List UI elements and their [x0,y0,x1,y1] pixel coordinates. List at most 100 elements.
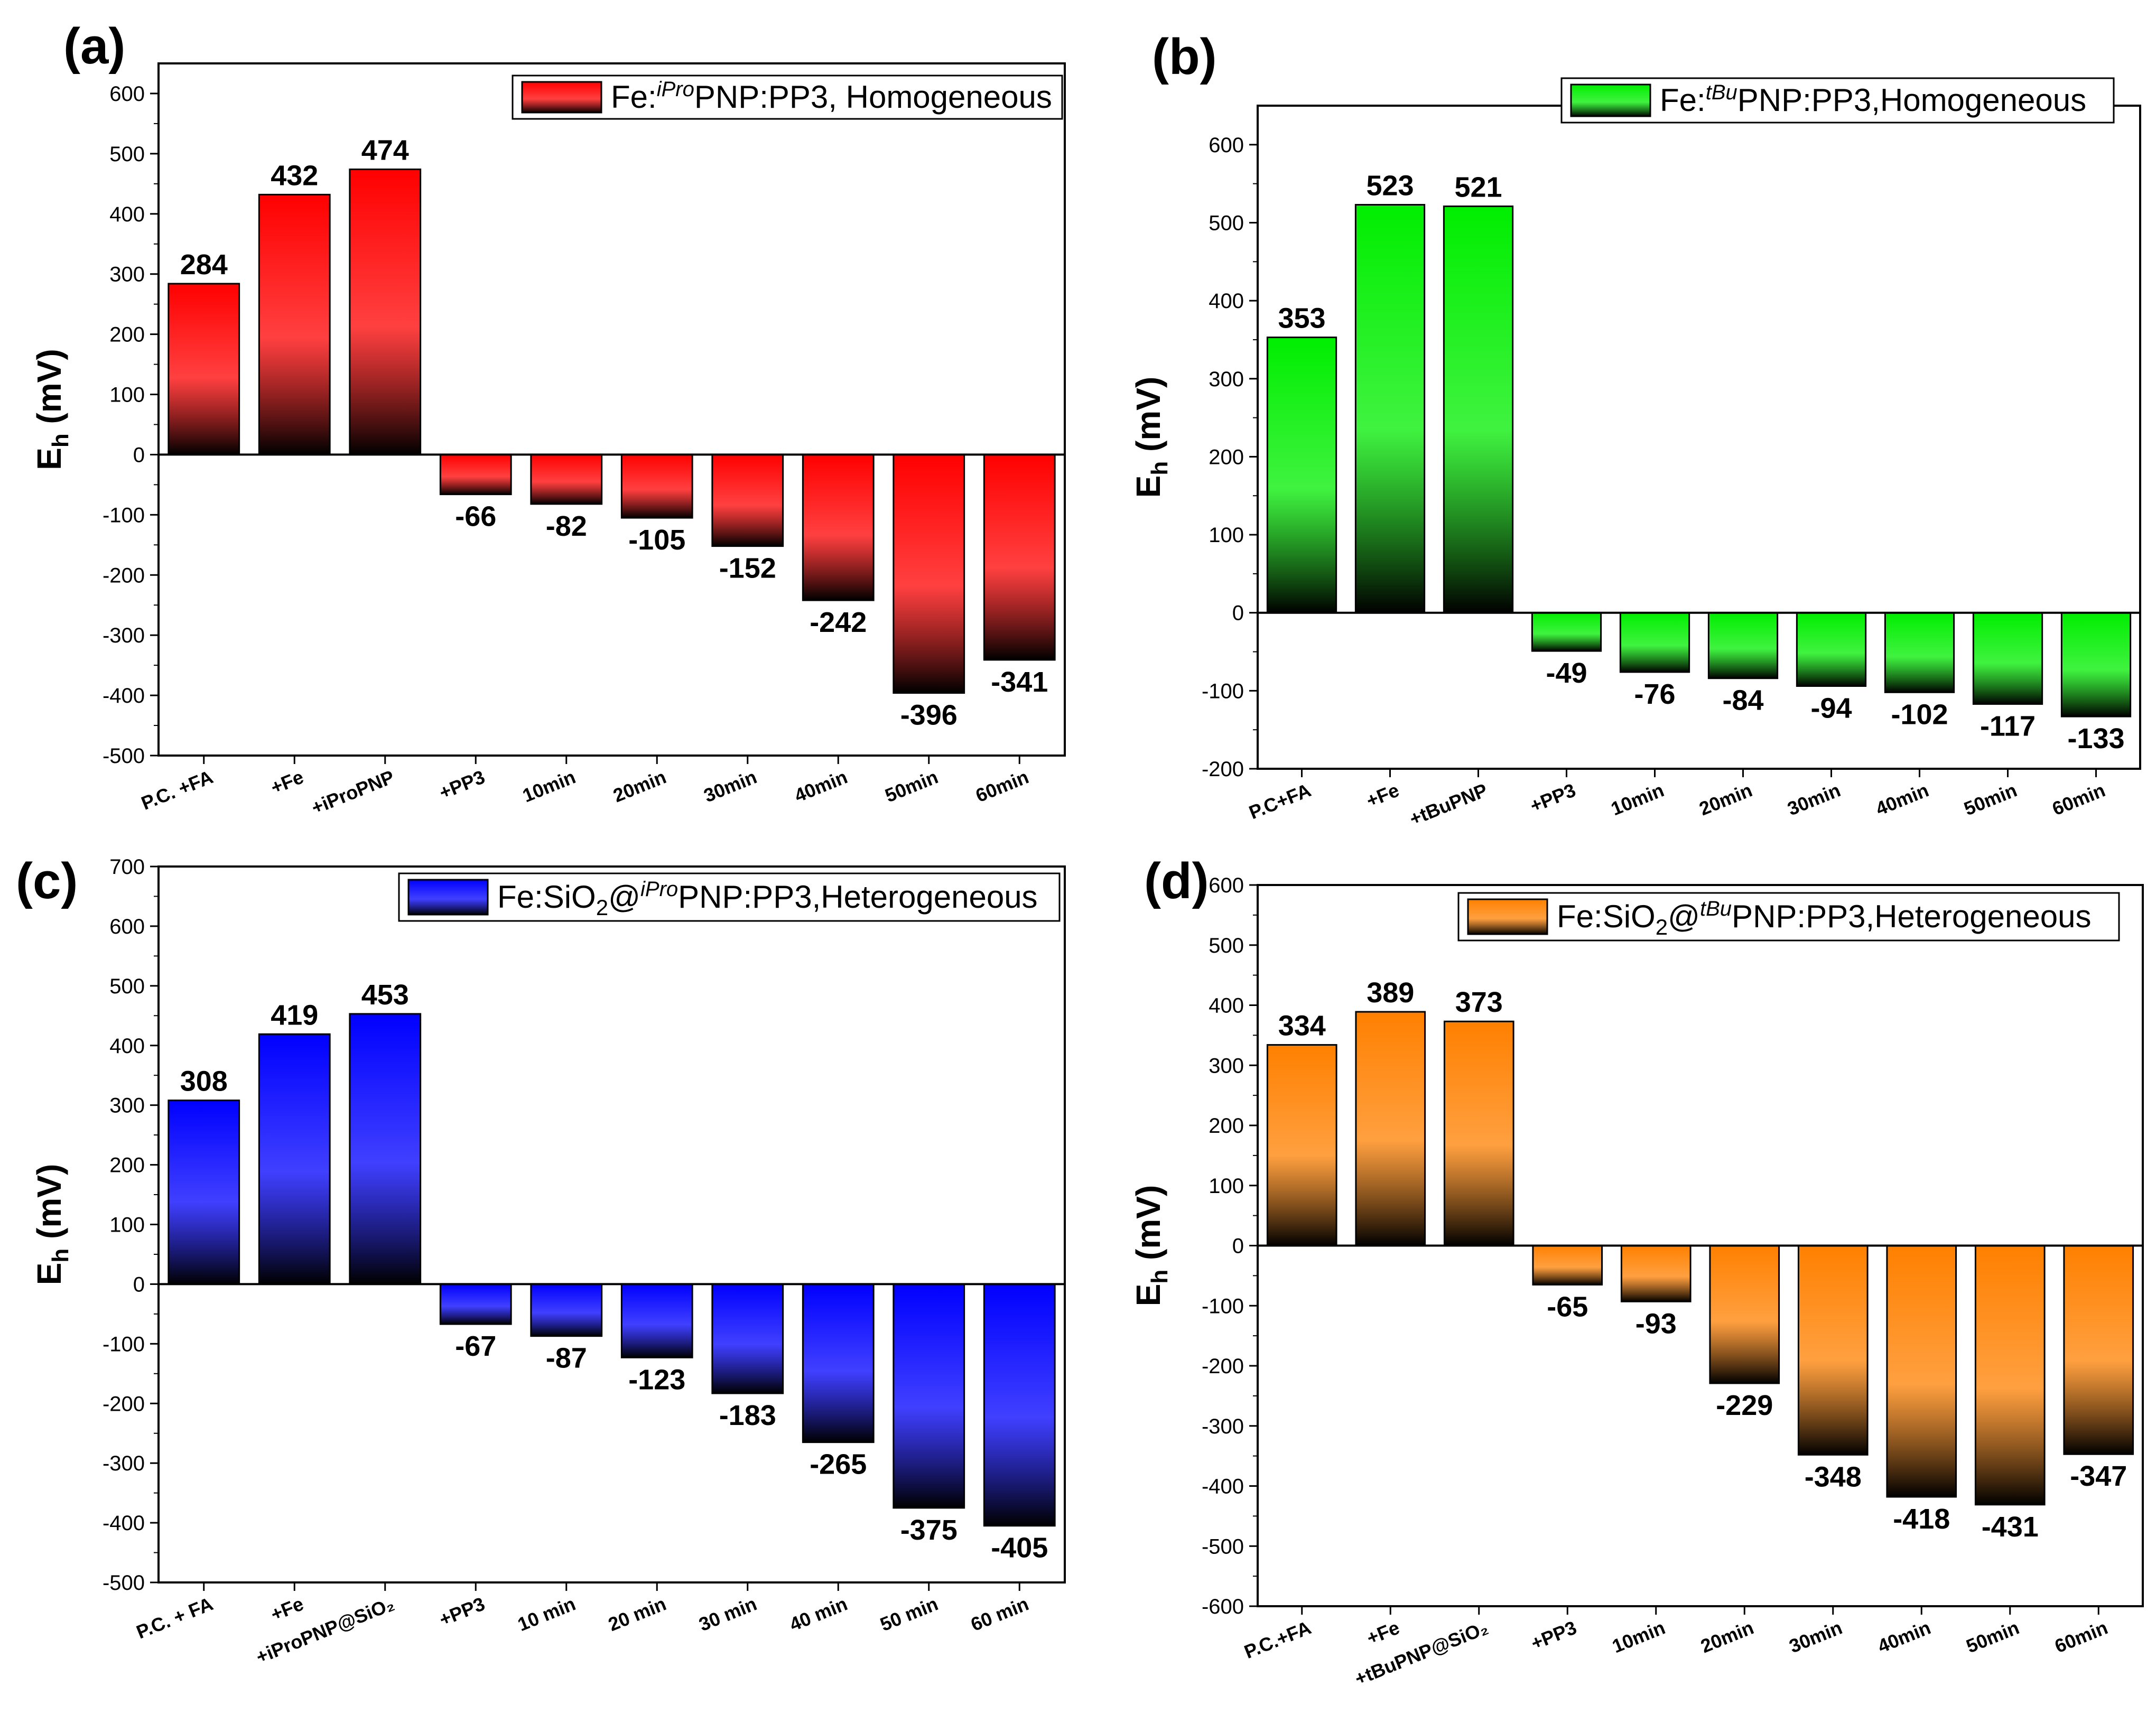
y-axis-label: Eh (mV) [1129,1185,1173,1307]
bar [620,1283,693,1358]
data-label: -133 [2067,723,2124,754]
y-tick-label: 100 [1209,1175,1244,1198]
x-tick-label: 30min [1786,1616,1845,1657]
x-tick-label: 40 min [786,1592,850,1635]
y-tick-label: 600 [109,82,145,106]
y-tick-label: -300 [103,624,145,647]
bar [802,1283,875,1443]
panel-label: (c) [16,853,78,909]
y-tick-label: 700 [109,855,145,879]
panel-label: (d) [1144,853,1209,909]
bar [1619,612,1690,673]
x-tick-label: +Fe [267,1592,306,1625]
data-label: -65 [1547,1291,1588,1322]
bar [1886,1245,1957,1498]
data-label: -67 [455,1330,496,1362]
y-tick-label: 0 [133,1273,145,1296]
y-tick-label: 100 [109,384,145,407]
y-tick-label: -200 [103,1392,145,1415]
bar [530,453,603,505]
data-label: -117 [1980,710,2036,742]
bar [983,453,1056,661]
y-tick-label: 300 [109,1094,145,1117]
bar [1354,204,1426,614]
y-tick-label: -400 [1202,1475,1244,1498]
bar [258,1033,331,1285]
data-label: -348 [1805,1461,1862,1493]
data-label: 521 [1454,171,1502,203]
x-tick-label: 20min [1697,1616,1757,1657]
data-label: -242 [810,607,867,638]
legend-swatch [1570,83,1651,117]
y-tick-label: 100 [109,1214,145,1237]
y-tick-label: -300 [103,1452,145,1475]
y-tick-label: -200 [1202,758,1244,781]
bar [1707,612,1779,679]
x-tick-label: 10 min [515,1592,579,1635]
bar [1532,1245,1603,1286]
legend-label: Fe:iProPNP:PP3, Homogeneous [611,78,1052,115]
y-tick-label: 200 [109,323,145,347]
y-tick-label: 200 [1209,1114,1244,1138]
bar [439,1283,512,1325]
y-tick-label: 400 [109,203,145,226]
y-tick-label: -500 [103,744,145,768]
data-label: -183 [719,1400,776,1431]
data-label: -405 [991,1532,1048,1564]
bar [168,283,240,455]
x-tick-label: 30 min [696,1592,760,1635]
chart-panel-d: (d) -600 -500 -400 -300 -200 -100 0 100 200 300 400… [1129,853,2144,1690]
bar [530,1283,603,1337]
data-label: 389 [1367,977,1414,1009]
data-label: -105 [628,524,685,556]
y-tick-label: -400 [103,684,145,707]
bar [893,453,965,694]
x-tick-label: 50min [1961,779,2020,819]
bar [439,453,512,496]
data-label: -347 [2070,1460,2127,1492]
legend-swatch [521,81,602,114]
y-tick-label: 0 [133,443,145,467]
bar [1797,1245,1869,1456]
panel-label: (b) [1152,29,1217,85]
x-tick-label: 10min [519,766,579,806]
data-label: -418 [1893,1503,1950,1535]
y-tick-label: 300 [1209,1054,1244,1077]
x-tick-label: P.C. +FA [138,766,216,814]
bar [2063,1245,2134,1455]
data-label: -82 [546,510,587,542]
data-label: 474 [361,134,409,166]
y-tick-label: -200 [1202,1355,1244,1378]
bar [802,453,875,601]
chart-panel-a: (a) -500 -400 -300 -200 -100 0 100 200 300 400 500 6… [30,18,1066,818]
data-label: -66 [455,501,496,533]
x-tick-label: 60min [2051,1616,2111,1657]
y-tick-label: -300 [1202,1415,1244,1438]
bar [1796,612,1867,687]
x-tick-label: 60 min [968,1592,1031,1635]
legend: Fe:tBuPNP:PP3,Homogeneous [1560,77,2115,124]
y-tick-label: -200 [103,564,145,587]
x-tick-label: +Fe [1363,779,1402,812]
y-tick-label: -100 [103,504,145,527]
data-label: -102 [1891,698,1948,730]
x-tick-label: 50min [1963,1616,2022,1657]
x-tick-label: 20min [1696,779,1755,819]
bar [1355,1011,1426,1246]
bar [711,453,784,547]
y-tick-label: 400 [109,1035,145,1058]
bar [2060,612,2132,718]
data-label: -431 [1982,1511,2039,1543]
data-label: -93 [1635,1308,1677,1339]
data-label: -87 [546,1343,587,1374]
x-tick-label: +Fe [1363,1616,1402,1649]
data-label: -341 [991,666,1048,698]
x-tick-label: +PP3 [1527,779,1579,816]
bar [349,168,422,455]
bar [1620,1245,1692,1302]
x-tick-label: 30min [701,766,760,806]
panel-label: (a) [63,18,125,74]
data-label: 353 [1278,303,1325,334]
legend: Fe:SiO2@iProPNP:PP3,Heterogeneous [398,872,1061,922]
